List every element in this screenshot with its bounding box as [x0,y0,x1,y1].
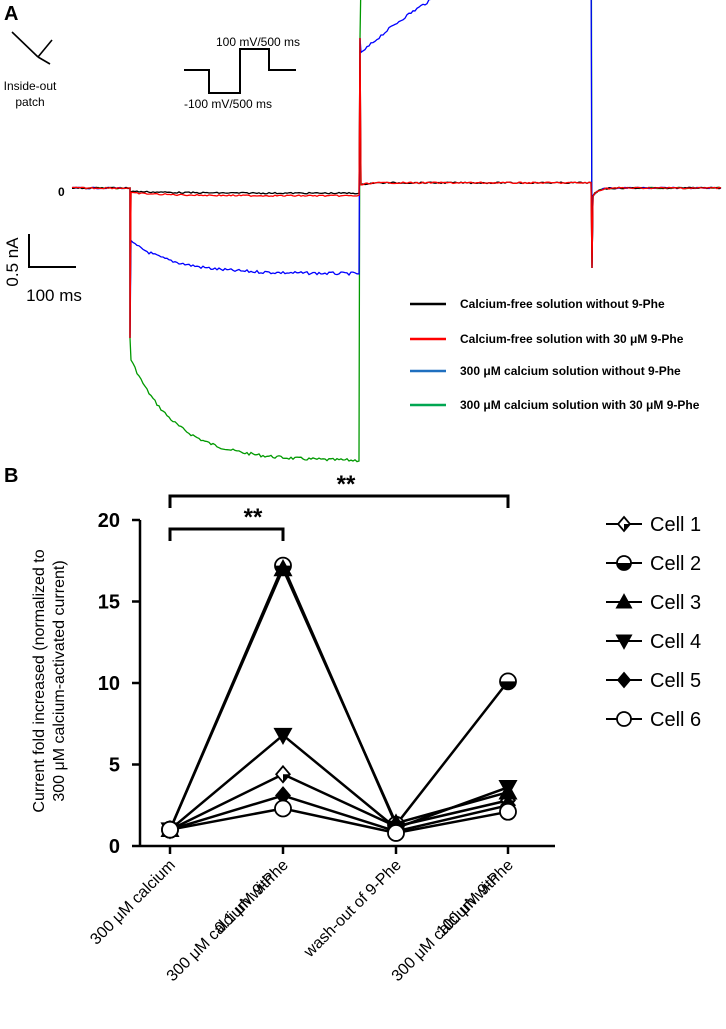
x-category-label: 300 μM calcium [87,857,178,948]
y-tick-label: 15 [98,592,120,614]
series-line-1 [169,772,509,831]
legend-label-1: Calcium-free solution without 9-Phe [460,297,665,311]
panel-a-label: A [4,3,18,25]
patch-label-line2: patch [15,95,44,109]
protocol-low-label: -100 mV/500 ms [184,97,272,111]
cell-legend: Cell 1 Cell 2 Cell 3 Cell 4 Cell 5 Cell 6 [606,514,701,731]
x-category-label: wash-out of 9-Phe [300,857,405,962]
trace-2 [71,37,722,339]
x-category-label: 100 μM 9-Phe [434,857,517,940]
series-line-3 [168,565,509,831]
significance-label: ** [337,471,356,498]
y-tick-label: 20 [98,510,120,532]
significance-bracket [168,494,510,508]
data-point [274,799,292,818]
significance-label: ** [244,504,263,531]
data-point [499,672,517,691]
x-ticks [168,846,510,854]
x-category-label: 0.1 μM 9-Phe [212,857,292,937]
data-point [615,634,633,650]
significance-bracket [168,527,285,541]
y-axis-label-line2: 300 μM calcium-activated current) [51,560,68,801]
legend-label-4: 300 μM calcium solution with 30 μM 9-Phe [460,398,700,412]
data-point [275,764,291,784]
y-tick-label: 5 [109,755,120,777]
data-point [273,559,293,577]
y-tick-label: 0 [109,836,120,858]
zero-current-label: 0 [58,185,65,199]
data-point [498,780,518,798]
y-ticks: 0 5 10 15 20 [98,510,140,858]
series-lines [160,556,518,842]
data-point [616,555,632,571]
series-line-6 [169,807,509,835]
patch-pipette-icon [11,31,53,65]
data-point [387,824,405,842]
series-line-4 [169,733,509,831]
legend-label-2: Calcium-free solution with 30 μM 9-Phe [460,332,684,346]
series-line-5 [169,794,509,833]
voltage-protocol [184,48,296,94]
data-point [273,727,293,746]
legend-label: Cell 2 [650,553,701,575]
data-point [161,820,179,839]
data-point [499,802,517,821]
legend-label: Cell 5 [650,670,701,692]
legend-label-3: 300 μM calcium solution without 9-Phe [460,364,681,378]
scale-bar [28,234,76,268]
data-point [616,671,632,689]
y-tick-label: 10 [98,673,120,695]
trace-legend: Calcium-free solution without 9-Phe Calc… [410,297,700,412]
patch-label-line1: Inside-out [4,79,57,93]
protocol-high-label: 100 mV/500 ms [216,35,300,49]
panel-b-label: B [4,465,18,487]
data-point [615,593,633,609]
legend-label: Cell 6 [650,709,701,731]
current-traces [71,0,722,463]
significance-brackets: ** ** [168,471,510,541]
trace-4 [71,0,722,463]
scale-y-label: 0.5 nA [3,237,22,287]
trace-3 [71,0,722,339]
scale-x-label: 100 ms [26,286,82,305]
legend-label: Cell 3 [650,592,701,614]
data-point [616,515,632,533]
y-axis-label-line1: Current fold increased (normalized to [31,549,48,812]
data-point [616,711,632,727]
legend-label: Cell 4 [650,631,701,653]
legend-label: Cell 1 [650,514,701,536]
